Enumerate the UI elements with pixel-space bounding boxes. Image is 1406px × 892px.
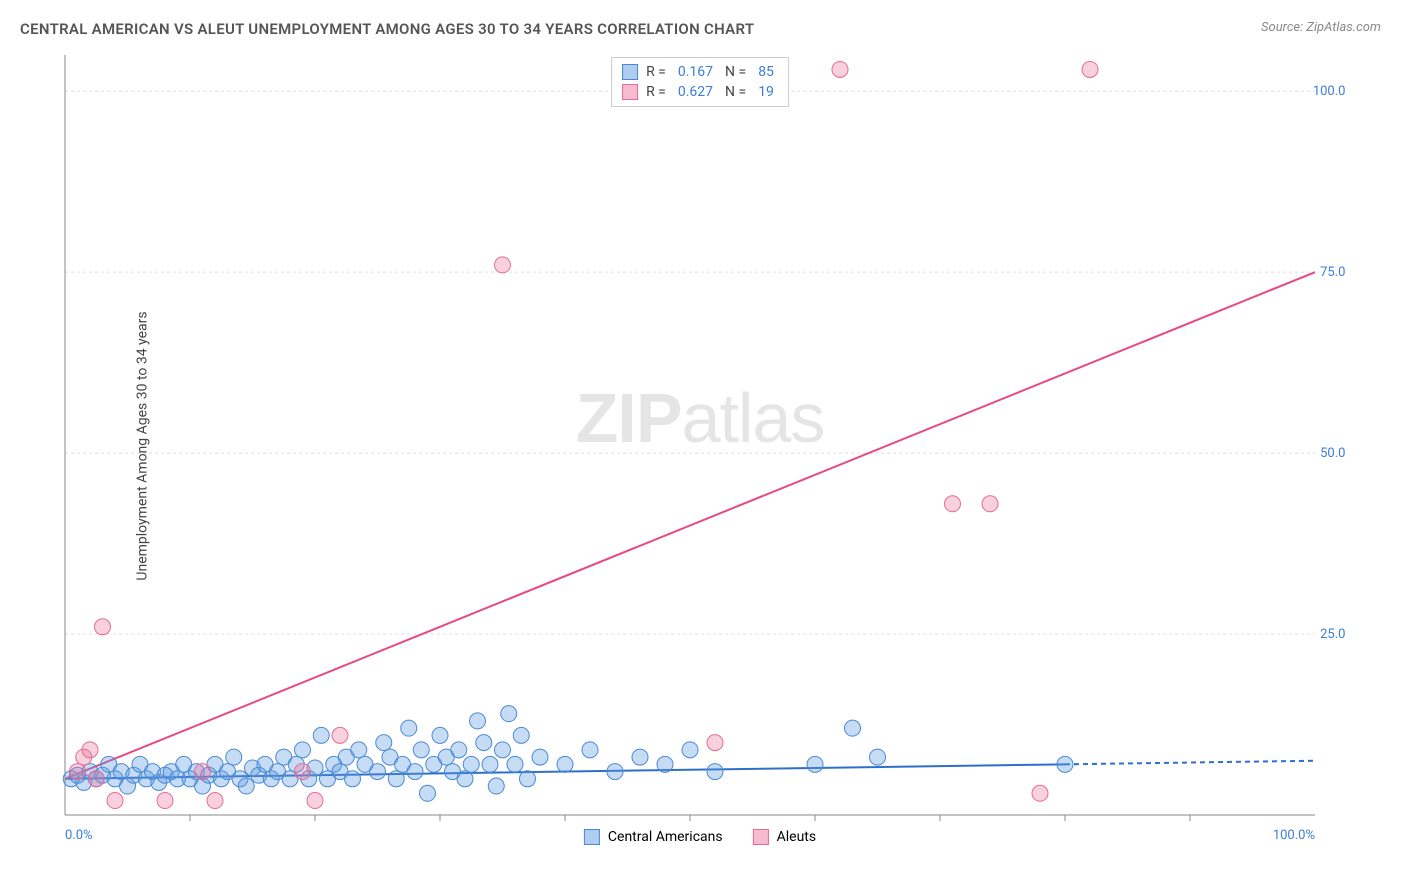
r-label: R = — [646, 84, 666, 100]
svg-text:50.0%: 50.0% — [1320, 446, 1345, 461]
scatter-plot: 25.0% 50.0% 75.0% 100.0% 0.0% 100.0% — [55, 55, 1345, 845]
stats-swatch-icon — [622, 84, 638, 100]
chart-title: CENTRAL AMERICAN VS ALEUT UNEMPLOYMENT A… — [20, 20, 754, 38]
legend-swatch-icon — [584, 829, 600, 845]
legend: Central Americans Aleuts — [584, 829, 816, 845]
chart-area: 25.0%50.0%75.0%100.0%0.0%100.0% ZIPatlas… — [55, 55, 1345, 845]
svg-text:0.0%: 0.0% — [65, 828, 93, 843]
stats-swatch-icon — [622, 64, 638, 80]
legend-item: Central Americans — [584, 829, 723, 845]
stats-row-series-2: R = 0.627 N = 19 — [622, 82, 778, 102]
n-label: N = — [725, 64, 746, 80]
correlation-stats-box: R = 0.167 N = 85 R = 0.627 N = 19 — [611, 57, 789, 107]
legend-item: Aleuts — [753, 829, 816, 845]
r-value: 0.167 — [678, 64, 713, 80]
source-attribution: Source: ZipAtlas.com — [1261, 20, 1381, 35]
n-label: N = — [725, 84, 746, 100]
svg-text:75.0%: 75.0% — [1320, 265, 1345, 280]
legend-swatch-icon — [753, 829, 769, 845]
svg-text:100.0%: 100.0% — [1313, 84, 1345, 99]
legend-label: Central Americans — [608, 829, 723, 845]
r-value: 0.627 — [678, 84, 713, 100]
svg-text:100.0%: 100.0% — [1273, 828, 1315, 843]
n-value: 19 — [758, 84, 774, 100]
stats-row-series-1: R = 0.167 N = 85 — [622, 62, 778, 82]
svg-text:25.0%: 25.0% — [1320, 627, 1345, 642]
r-label: R = — [646, 64, 666, 80]
n-value: 85 — [758, 64, 774, 80]
legend-label: Aleuts — [777, 829, 816, 845]
